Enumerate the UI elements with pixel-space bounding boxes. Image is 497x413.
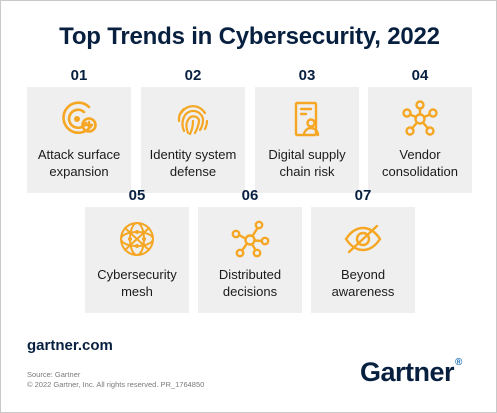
registered-mark: ® bbox=[455, 357, 462, 368]
trend-card-cybersecurity-mesh: 05 Cybersecurity mesh bbox=[85, 187, 189, 313]
website-link[interactable]: gartner.com bbox=[27, 337, 113, 354]
trend-card-identity-system: 02 Identity system defense bbox=[141, 67, 245, 193]
supply-chain-icon bbox=[287, 99, 327, 139]
trend-number: 05 bbox=[128, 187, 146, 204]
trend-number: 04 bbox=[411, 67, 429, 84]
trend-label: Cybersecurity mesh bbox=[97, 267, 177, 299]
distributed-nodes-icon bbox=[230, 219, 270, 259]
trend-number: 02 bbox=[184, 67, 202, 84]
trend-number: 07 bbox=[354, 187, 372, 204]
eye-slash-icon bbox=[343, 219, 383, 259]
fingerprint-icon bbox=[173, 99, 213, 139]
gartner-logo: Gartner® bbox=[360, 357, 462, 387]
trend-number: 01 bbox=[70, 67, 88, 84]
source-note: Source: Gartner © 2022 Gartner, Inc. All… bbox=[27, 370, 205, 389]
trend-card-digital-supply-chain: 03 Digital supply chain risk bbox=[255, 67, 359, 193]
trend-card-attack-surface: 01 Attack surface expansion bbox=[27, 67, 131, 193]
trend-card-beyond-awareness: 07 Beyond awareness bbox=[311, 187, 415, 313]
mesh-sphere-icon bbox=[117, 219, 157, 259]
network-nodes-icon bbox=[400, 99, 440, 139]
page-title: Top Trends in Cybersecurity, 2022 bbox=[59, 23, 440, 50]
trend-number: 06 bbox=[241, 187, 259, 204]
trend-card-distributed-decisions: 06 Distributed decisions bbox=[198, 187, 302, 313]
trend-label: Beyond awareness bbox=[331, 267, 395, 299]
attack-surface-icon bbox=[59, 99, 99, 139]
trend-label: Digital supply chain risk bbox=[268, 147, 346, 179]
trend-label: Identity system defense bbox=[149, 147, 237, 179]
trend-label: Attack surface expansion bbox=[37, 147, 121, 179]
trend-label: Vendor consolidation bbox=[382, 147, 458, 179]
trend-label: Distributed decisions bbox=[218, 267, 282, 299]
trend-card-vendor-consolidation: 04 Vendor consolidation bbox=[368, 67, 472, 193]
trend-number: 03 bbox=[298, 67, 316, 84]
